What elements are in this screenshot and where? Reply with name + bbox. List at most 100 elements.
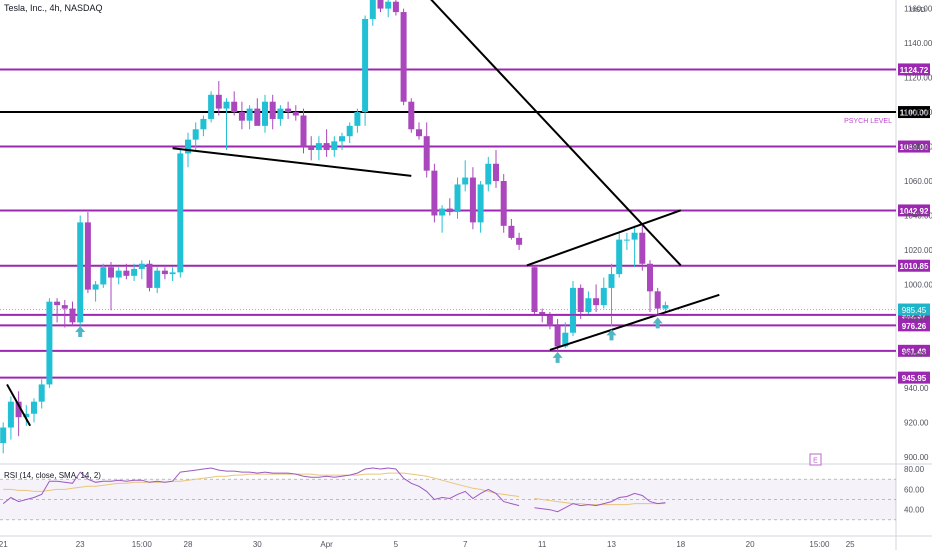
candle-down: [469, 177, 476, 223]
time-tick-label: 5: [394, 540, 399, 549]
price-tick-label: 1100.00: [904, 108, 932, 117]
trendline: [430, 0, 682, 267]
price-tick-label: 960.00: [904, 349, 929, 358]
candle-down: [577, 287, 584, 313]
candle-down: [654, 291, 661, 309]
rsi-tick-label: 80.00: [904, 465, 925, 474]
candle-up: [462, 177, 469, 185]
time-tick-label: 18: [676, 540, 685, 549]
earnings-badge-label: E: [813, 458, 818, 465]
level-price-label: 976.26: [902, 322, 927, 331]
candle-down: [593, 298, 600, 306]
price-tick-label: 1000.00: [904, 280, 932, 289]
candle-down: [531, 267, 538, 313]
candle-down: [215, 94, 222, 109]
candle-down: [54, 301, 61, 306]
candle-down: [300, 115, 307, 147]
candle-up: [23, 413, 30, 418]
candle-up: [385, 1, 392, 9]
candle-down: [500, 181, 507, 226]
price-tick-label: 920.00: [904, 418, 929, 427]
time-tick-label: 21: [0, 540, 8, 549]
candle-up: [169, 272, 176, 275]
rsi-line: [2, 467, 666, 513]
candle-up: [208, 94, 215, 119]
candle-down: [416, 129, 422, 137]
candle-up: [46, 301, 53, 385]
level-price-label: 1124.72: [900, 66, 929, 75]
candle-up: [616, 239, 623, 275]
candle-down: [254, 108, 261, 126]
candle-down: [377, 0, 384, 9]
psych-price-tag: [898, 106, 930, 119]
candle-up: [115, 270, 122, 278]
time-tick-label: 11: [538, 540, 547, 549]
candle-up: [346, 125, 353, 137]
symbol-title: Tesla, Inc., 4h, NASDAQ: [4, 3, 103, 13]
time-tick-label: 30: [253, 540, 262, 549]
candle-up: [369, 0, 376, 19]
candle-down: [408, 101, 415, 130]
candle-up: [485, 163, 492, 185]
time-tick-label: 25: [846, 540, 855, 549]
level-price-tag: [898, 63, 930, 76]
candle-up: [623, 239, 630, 241]
candle-down: [69, 308, 76, 323]
candle-down: [323, 143, 330, 150]
candle-up: [570, 287, 576, 333]
candle-down: [493, 163, 499, 182]
level-price-label: 1042.92: [900, 207, 929, 216]
candle-up: [100, 267, 107, 285]
candle-up: [339, 136, 345, 142]
candle-down: [238, 112, 245, 121]
time-tick-label: 15:00: [132, 540, 153, 549]
candle-down: [546, 315, 553, 326]
candle-down: [84, 222, 91, 290]
level-price-tag: [898, 319, 930, 332]
psych-level-text: PSYCH LEVEL: [844, 118, 892, 125]
price-tick-label: 900.00: [904, 453, 929, 462]
candle-up: [454, 184, 461, 213]
candle-up: [77, 222, 84, 323]
candle-down: [15, 401, 22, 418]
time-tick-label: 23: [76, 540, 85, 549]
candle-up: [154, 270, 161, 288]
candle-down: [161, 270, 168, 275]
candle-down: [400, 12, 407, 102]
up-arrow-icon: [75, 325, 86, 337]
candle-down: [308, 146, 315, 150]
last-price-label: 985.45: [902, 306, 927, 315]
candle-up: [277, 108, 284, 119]
candle-up: [439, 208, 446, 216]
candle-down: [123, 270, 130, 276]
earnings-badge: [809, 453, 822, 466]
candle-up: [608, 274, 615, 288]
candle-up: [131, 268, 138, 276]
candle-up: [477, 184, 484, 223]
time-tick-label: 7: [463, 540, 468, 549]
up-arrow-icon: [652, 317, 663, 329]
candle-down: [539, 312, 546, 316]
candle-up: [600, 287, 607, 306]
level-price-tag: [898, 259, 930, 272]
time-tick-label: 13: [607, 540, 616, 549]
time-tick-label: 28: [184, 540, 193, 549]
candle-down: [269, 101, 276, 119]
last-price-tag: [898, 303, 930, 316]
rsi-tick-label: 60.00: [904, 485, 925, 494]
level-price-tag: [898, 371, 930, 384]
candle-up: [31, 401, 37, 414]
candle-up: [200, 118, 207, 130]
candle-down: [516, 237, 523, 245]
candle-up: [7, 401, 14, 428]
candle-up: [331, 141, 338, 150]
trendline: [549, 293, 720, 351]
candle-down: [446, 208, 453, 213]
candle-down: [554, 325, 561, 347]
candle-down: [231, 101, 238, 113]
price-tick-label: 980.00: [904, 315, 929, 324]
candle-up: [262, 101, 268, 126]
up-arrow-icon: [552, 351, 563, 363]
candle-up: [562, 332, 569, 347]
